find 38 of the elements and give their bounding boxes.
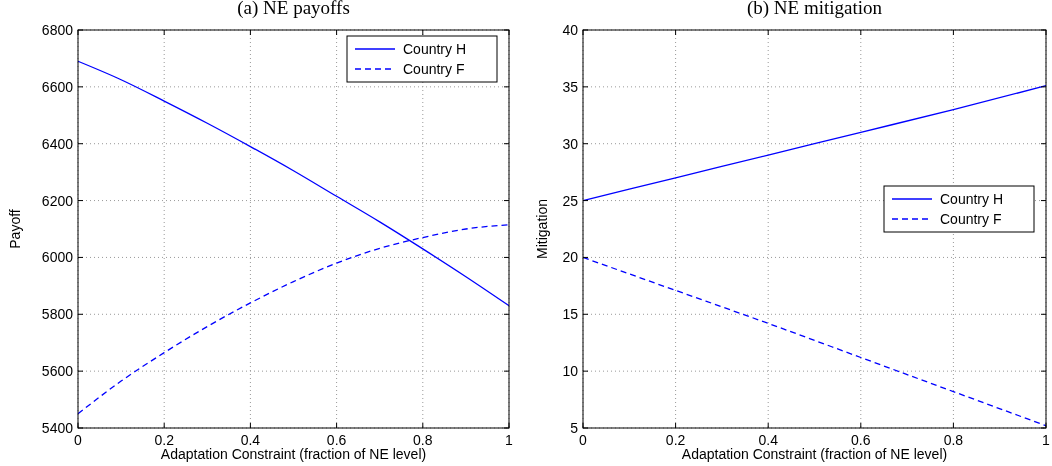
- y-tick-label: 20: [562, 249, 579, 266]
- legend-label: Country H: [403, 41, 467, 57]
- y-tick-label: 6800: [41, 22, 74, 38]
- x-tick-label: 0.2: [154, 432, 175, 448]
- x-tick-label: 0.8: [943, 432, 964, 448]
- y-axis-title: Payoff: [7, 209, 23, 249]
- x-tick-label: 0.4: [240, 432, 261, 448]
- legend-label: Country F: [940, 211, 1002, 227]
- y-tick-label: 15: [562, 306, 579, 323]
- legend-label: Country F: [403, 61, 465, 77]
- y-tick-label: 6400: [41, 135, 74, 152]
- x-axis-title: Adaptation Constraint (fraction of NE level): [681, 446, 948, 462]
- chart-title: (a) NE payoffs: [237, 0, 350, 19]
- legend-label: Country H: [940, 191, 1004, 207]
- x-tick-label: 0.6: [851, 432, 871, 448]
- x-tick-label: 0: [579, 432, 588, 448]
- x-tick-label: 0.2: [665, 432, 686, 448]
- y-tick-label: 10: [562, 363, 579, 380]
- y-tick-label: 5400: [41, 420, 74, 436]
- y-tick-label: 35: [562, 78, 579, 95]
- x-tick-label: 0.6: [326, 432, 347, 448]
- y-tick-label: 40: [562, 22, 579, 38]
- y-tick-label: 6200: [41, 192, 74, 209]
- y-tick-label: 5: [570, 420, 579, 436]
- x-tick-label: 0.4: [758, 432, 779, 448]
- x-tick-label: 0: [74, 432, 83, 448]
- y-axis-title: Mitigation: [534, 199, 550, 259]
- x-tick-label: 1: [1042, 432, 1051, 448]
- y-tick-label: 6000: [41, 249, 74, 266]
- x-tick-label: 1: [505, 432, 514, 448]
- y-tick-label: 6600: [41, 78, 74, 95]
- x-tick-label: 0.8: [413, 432, 433, 448]
- x-axis-title: Adaptation Constraint (fraction of NE level): [160, 446, 427, 462]
- y-tick-label: 5600: [41, 363, 74, 380]
- y-tick-label: 30: [562, 135, 579, 152]
- y-tick-label: 5800: [41, 306, 74, 323]
- y-tick-label: 25: [562, 192, 579, 209]
- chart-title: (b) NE mitigation: [746, 0, 883, 19]
